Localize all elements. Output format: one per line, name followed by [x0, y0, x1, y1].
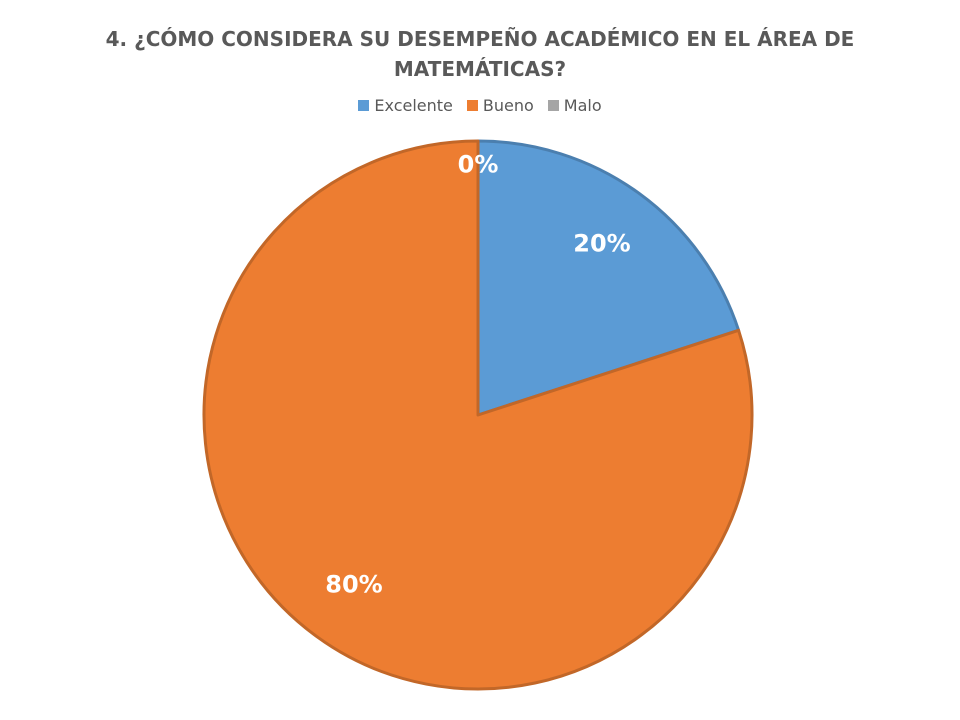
pie-slice-excelente: [476, 139, 741, 417]
legend-item-malo: Malo: [547, 96, 602, 115]
legend-label-bueno: Bueno: [482, 96, 534, 115]
chart-title: 4. ¿CÓMO CONSIDERA SU DESEMPEÑO ACADÉMIC…: [105, 27, 855, 81]
data-label-excelente: 20%: [573, 229, 630, 257]
legend-swatch-bueno: [466, 100, 478, 111]
data-label-bueno: 80%: [325, 571, 382, 599]
legend-swatch-malo: [547, 100, 559, 111]
legend: Excelente Bueno Malo: [0, 96, 960, 115]
pie-slice-bueno: [202, 139, 754, 691]
legend-label-malo: Malo: [563, 96, 602, 115]
legend-swatch-excelente: [358, 100, 370, 111]
legend-label-excelente: Excelente: [374, 96, 453, 115]
legend-item-excelente: Excelente: [358, 96, 453, 115]
data-label-malo: 0%: [458, 151, 499, 179]
legend-item-bueno: Bueno: [466, 96, 534, 115]
